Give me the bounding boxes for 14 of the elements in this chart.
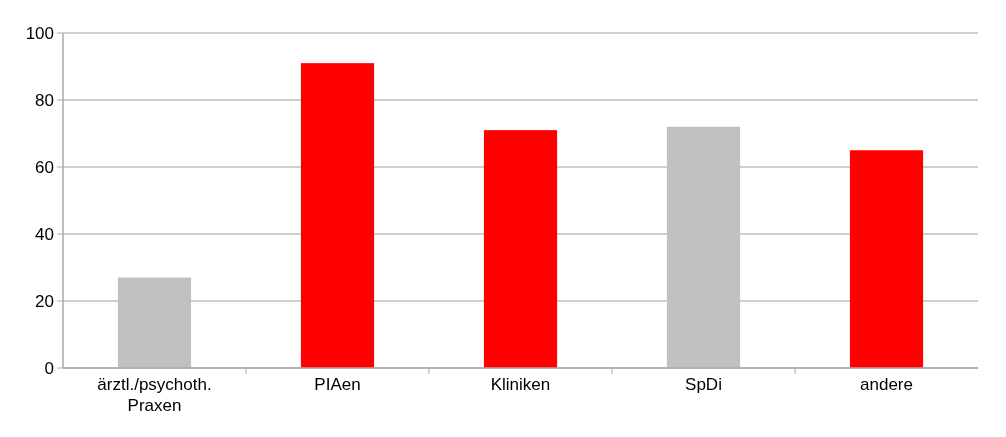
y-tick-label: 20 <box>35 291 54 311</box>
y-tick-label: 40 <box>35 224 54 244</box>
x-tick-label: SpDi <box>685 375 722 394</box>
bar <box>483 130 558 368</box>
x-tick-label: Kliniken <box>490 375 551 394</box>
y-tick-label: 80 <box>35 90 54 110</box>
bar <box>300 63 375 368</box>
x-tick-label: ärztl./psychoth. Praxen <box>97 375 212 415</box>
bar <box>849 150 924 368</box>
y-tick-label: 60 <box>35 157 54 177</box>
x-tick-label: PIAen <box>314 375 361 394</box>
y-tick-label: 0 <box>44 358 54 378</box>
y-tick-label: 100 <box>25 23 54 43</box>
x-tick-label: andere <box>860 375 913 394</box>
